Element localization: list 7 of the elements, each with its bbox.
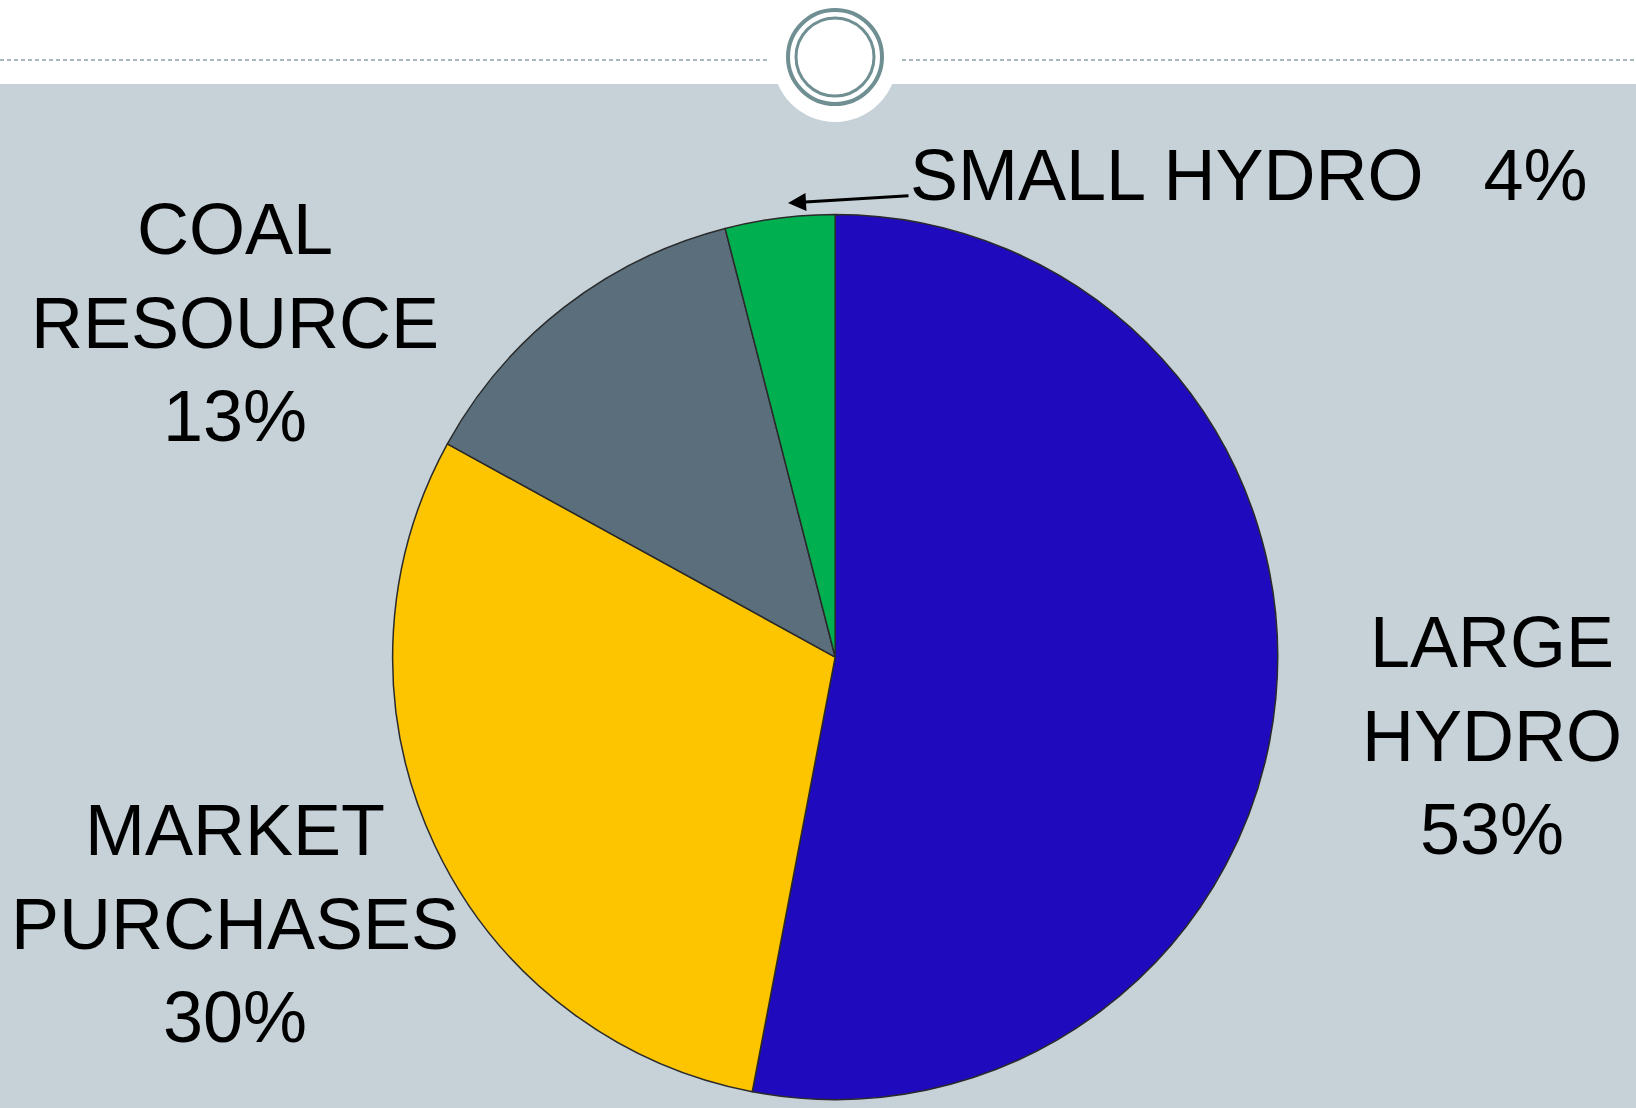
slice-label: MARKET PURCHASES (11, 790, 460, 964)
slice-label: SMALL HYDRO 4% (910, 135, 1588, 215)
slice-label: LARGE HYDRO (1362, 602, 1623, 776)
slice-label: COAL RESOURCE (31, 189, 440, 363)
data-label: 30% (163, 977, 308, 1058)
data-label: 13% (162, 376, 308, 457)
data-label: 53% (1419, 789, 1565, 870)
